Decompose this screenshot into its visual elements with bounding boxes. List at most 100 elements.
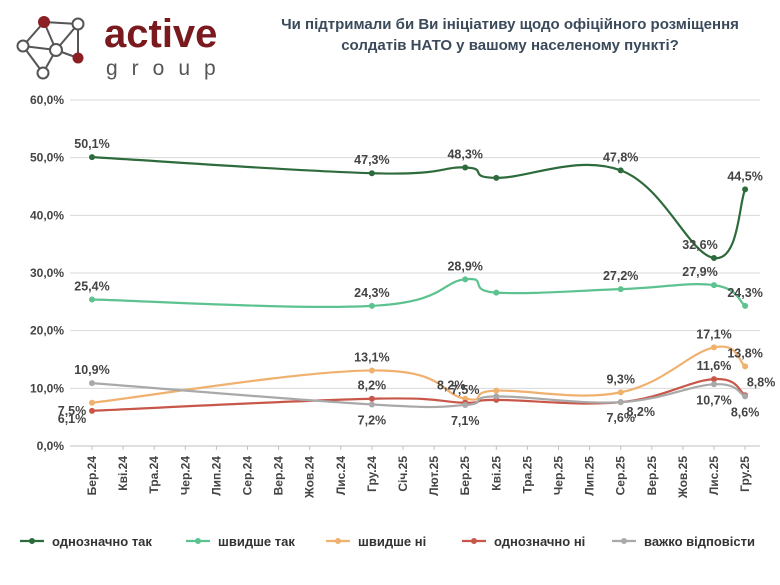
network-logo-icon: [16, 16, 85, 80]
x-tick-label: Жов.24: [303, 456, 317, 499]
x-tick-label: Кві.24: [116, 456, 130, 491]
data-label: 13,8%: [727, 346, 762, 360]
x-tick-label: Тра.25: [520, 456, 534, 494]
x-tick-label: Чер.24: [178, 456, 192, 495]
legend-label: швидше ні: [358, 534, 426, 549]
data-point: [711, 381, 717, 388]
data-point: [711, 282, 717, 289]
data-point: [462, 402, 469, 409]
data-label: 50,1%: [74, 137, 109, 151]
x-tick-label: Лип.24: [209, 456, 223, 496]
data-label: 13,1%: [354, 350, 389, 364]
series-line: [91, 378, 746, 412]
data-point: [617, 286, 624, 293]
x-tick-label: Чер.25: [552, 456, 566, 495]
data-label: 25,4%: [74, 280, 109, 294]
data-label: 24,3%: [354, 286, 389, 300]
data-label: 7,1%: [451, 414, 480, 428]
y-tick-label: 40,0%: [30, 208, 64, 222]
data-label: 7,5%: [58, 404, 87, 418]
x-tick-label: Жов.25: [676, 456, 690, 499]
series-line: [91, 382, 746, 409]
legend-label: важко відповісти: [644, 534, 755, 549]
chart-title-line-1: Чи підтримали би Ви ініціативу щодо офіц…: [281, 16, 739, 33]
data-point: [368, 302, 375, 309]
data-label: 17,1%: [696, 327, 731, 341]
data-label: 8,8%: [747, 375, 776, 389]
legend-marker: [471, 538, 477, 544]
data-point: [89, 399, 95, 406]
data-label: 44,5%: [727, 169, 762, 183]
data-point: [368, 170, 375, 177]
data-label: 10,7%: [696, 393, 731, 407]
x-tick-label: Гру.25: [738, 456, 752, 492]
data-label: 8,2%: [358, 379, 387, 393]
active-group-logo: active group: [16, 12, 230, 80]
data-label: 10,9%: [74, 363, 109, 377]
data-point: [742, 393, 749, 400]
data-point: [493, 387, 500, 394]
series-line: [91, 345, 746, 404]
x-tick-label: Лип.25: [583, 456, 597, 496]
legend-label: швидше так: [218, 534, 295, 549]
data-label: 48,3%: [447, 147, 482, 161]
x-tick-label: Лют.25: [427, 456, 441, 496]
data-label: 7,5%: [451, 383, 480, 397]
x-tick-label: Бер.24: [85, 456, 99, 496]
data-label: 7,2%: [358, 413, 387, 427]
legend-marker: [195, 538, 201, 544]
x-tick-label: Вер.25: [645, 456, 659, 496]
x-tick-label: Лис.25: [707, 456, 721, 495]
data-point: [89, 154, 95, 161]
data-point: [711, 376, 717, 383]
data-point: [617, 167, 624, 174]
legend-label: однозначно так: [52, 534, 152, 549]
data-label: 6,1%: [58, 412, 87, 426]
x-tick-label: Вер.24: [272, 456, 286, 496]
x-tick-label: Тра.24: [147, 456, 161, 494]
series-line: [91, 155, 747, 260]
x-tick-label: Сер.25: [614, 456, 628, 496]
x-tick-label: Січ.25: [396, 456, 410, 492]
data-point: [742, 302, 749, 309]
x-tick-label: Лис.24: [334, 456, 348, 495]
legend-label: однозначно ні: [494, 534, 585, 549]
x-tick-label: Сер.24: [241, 456, 255, 496]
data-label: 28,9%: [447, 259, 482, 273]
data-point: [617, 399, 624, 406]
data-label: 47,8%: [603, 150, 638, 164]
legend-marker: [29, 538, 35, 544]
data-point: [368, 401, 375, 408]
legend-marker: [621, 538, 627, 544]
brand-name: active: [104, 12, 217, 56]
data-point: [493, 174, 500, 181]
data-label: 47,3%: [354, 153, 389, 167]
data-label: 7,6%: [606, 411, 635, 425]
data-label: 8,2%: [626, 405, 655, 419]
y-tick-label: 60,0%: [30, 93, 64, 107]
data-label: 32,6%: [682, 238, 717, 252]
data-point: [89, 296, 95, 303]
data-point: [462, 164, 469, 171]
chart-title-line-2: солдатів НАТО у вашому населеному пункті…: [341, 37, 679, 54]
data-label: 27,9%: [682, 265, 717, 279]
data-label: 8,6%: [731, 405, 760, 419]
brand-sub: group: [106, 57, 230, 80]
y-tick-label: 10,0%: [30, 381, 64, 395]
data-point: [617, 389, 624, 396]
data-point: [493, 393, 500, 400]
data-label: 9,3%: [606, 372, 635, 386]
chart-title: Чи підтримали би Ви ініціативу щодо офіц…: [250, 14, 770, 56]
y-tick-label: 20,0%: [30, 324, 64, 338]
x-tick-label: Бер.25: [458, 456, 472, 496]
data-point: [368, 395, 375, 402]
y-tick-label: 30,0%: [30, 266, 64, 280]
data-label: 24,3%: [727, 286, 762, 300]
legend-marker: [335, 538, 341, 544]
data-point: [462, 276, 469, 283]
x-tick-label: Кві.25: [489, 456, 503, 491]
data-point: [493, 289, 500, 296]
y-tick-label: 0,0%: [37, 439, 65, 453]
